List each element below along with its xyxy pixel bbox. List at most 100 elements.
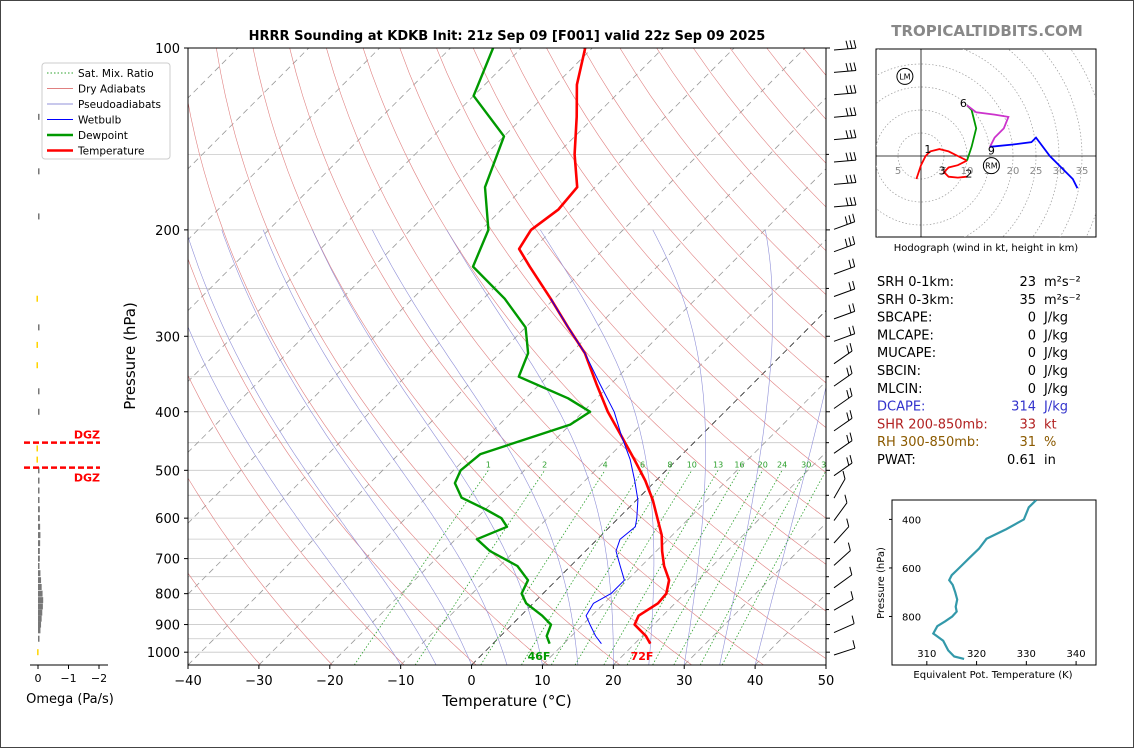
- wind-barb: [833, 365, 853, 387]
- legend-label: Temperature: [77, 146, 145, 158]
- omega-bars: DGZ DGZ: [24, 113, 100, 656]
- mixing-ratio-label: 13: [713, 460, 723, 469]
- theta-e-frame: [891, 499, 1097, 666]
- barb-feather: [845, 152, 849, 161]
- barb-staff: [833, 288, 855, 297]
- wind-barb: [833, 342, 853, 365]
- omega-bar: [38, 408, 40, 415]
- wind-barb: [833, 542, 851, 566]
- hodograph-trace: [989, 136, 1079, 189]
- mixing-ratio-label: 20: [758, 460, 768, 469]
- theta-e-axes: 310 320 330 340 400 600 800: [889, 515, 1086, 665]
- pseudoadiabat-line: [719, 229, 773, 665]
- mixing-ratio-line: [652, 470, 764, 665]
- barb-staff: [833, 310, 855, 320]
- legend-label: Wetbulb: [78, 115, 122, 127]
- legend-box: [41, 62, 171, 160]
- index-row: SHR 200-850mb: 33 kt: [877, 417, 1057, 432]
- barb-staff: [833, 47, 856, 51]
- wind-barb: [833, 258, 856, 275]
- index-value: 35: [1019, 293, 1036, 308]
- dry-adiabat-line: [188, 477, 333, 665]
- theta-e-panel: 310 320 330 340 400 600 800 Equivalent Pot. Te…: [876, 499, 1097, 681]
- barb-staff: [833, 502, 848, 521]
- pseudoadiabat-line: [221, 229, 472, 665]
- x-tick-label: 20: [605, 674, 622, 689]
- wind-barb: [833, 303, 856, 320]
- index-value: 0: [1028, 382, 1036, 397]
- isotherm-line: [188, 48, 806, 665]
- index-row: SBCAPE: 0 J/kg: [877, 311, 1068, 326]
- hodograph-panel: 5510152025303512369LMRM Hodograph (wind …: [875, 48, 1097, 254]
- wind-barb: [833, 432, 853, 454]
- mixing-ratio-label: 24: [777, 460, 787, 469]
- skewt-ylabel: Pressure (hPa): [121, 302, 139, 410]
- storm-motion-label: LM: [899, 72, 910, 81]
- omega-bar: [38, 532, 41, 539]
- barb-feather: [849, 432, 853, 441]
- pseudoadiabat-line: [754, 385, 826, 665]
- barb-staff: [833, 478, 846, 499]
- omega-tick-label: −2: [91, 672, 107, 685]
- barb-feather: [845, 63, 849, 72]
- isotherm-line: [613, 451, 826, 665]
- omega-panel: DGZ DGZ 0 −1 −2 Omega (Pa/s): [24, 113, 114, 707]
- dry-adiabat-line: [436, 48, 826, 519]
- hodograph-height-label: 6: [960, 97, 967, 110]
- barb-feather: [853, 39, 857, 49]
- index-value: 0: [1028, 328, 1036, 343]
- barb-staff: [833, 526, 850, 544]
- barb-staff: [833, 114, 856, 118]
- hodograph-trace: [966, 104, 1010, 148]
- dry-adiabat-line: [188, 572, 261, 665]
- index-value: 23: [1019, 275, 1036, 290]
- wind-barb: [833, 387, 853, 409]
- omega-bar: [38, 609, 43, 616]
- dry-adiabat-line: [326, 48, 826, 659]
- wind-barb: [833, 62, 857, 73]
- barb-feather: [846, 434, 850, 444]
- barb-staff: [833, 333, 855, 342]
- x-tick-label: 10: [534, 674, 551, 689]
- dewpoint-profile: [453, 48, 592, 645]
- theta-e-y-tick-label: 800: [902, 612, 921, 623]
- mixing-ratio-line: [353, 470, 489, 665]
- pseudoadiabat-line: [372, 229, 579, 665]
- dry-adiabat-line: [472, 48, 826, 474]
- barb-feather: [853, 84, 857, 94]
- wind-barb: [833, 410, 853, 432]
- mixing-ratio-label: 8: [667, 460, 672, 469]
- index-unit: J/kg: [1043, 382, 1068, 397]
- barb-feather: [849, 85, 853, 94]
- barb-staff: [833, 462, 853, 477]
- legend-label: Dewpoint: [78, 130, 128, 142]
- barb-feather: [849, 410, 853, 419]
- hodograph-tick-label: 30: [1053, 166, 1066, 177]
- barb-feather: [853, 129, 857, 138]
- barb-staff: [833, 395, 853, 409]
- index-value: 0: [1028, 346, 1036, 361]
- pseudoadiabat-line: [312, 229, 543, 665]
- index-label: PWAT:: [877, 453, 916, 468]
- legend-label: Pseudoadiabats: [78, 99, 161, 111]
- omega-bar: [38, 477, 40, 484]
- omega-bar: [38, 570, 41, 577]
- barb-feather: [853, 151, 857, 161]
- dry-adiabat-line: [216, 48, 621, 665]
- dry-adiabat-line: [582, 48, 826, 340]
- wind-barb: [833, 129, 857, 141]
- wind-barb: [833, 213, 856, 230]
- theta-e-x-tick-label: 320: [967, 649, 986, 660]
- index-row: MLCIN: 0 J/kg: [877, 382, 1068, 397]
- index-unit: in: [1044, 453, 1056, 468]
- barb-feather: [849, 62, 853, 71]
- wind-barb: [833, 236, 856, 253]
- dry-adiabat-line: [188, 100, 549, 665]
- storm-motion-marker: [896, 67, 914, 85]
- dgz-label: DGZ: [74, 472, 100, 485]
- y-tick-label: 1000: [147, 646, 180, 661]
- omega-xlabel: Omega (Pa/s): [26, 692, 114, 707]
- dry-adiabat-line: [399, 48, 826, 565]
- dry-adiabat-line: [289, 48, 764, 665]
